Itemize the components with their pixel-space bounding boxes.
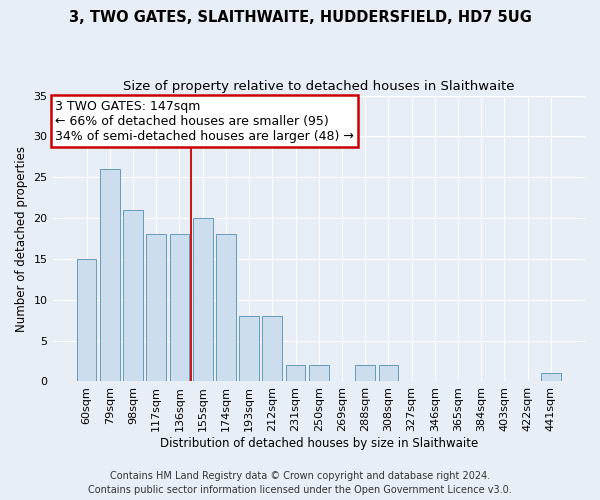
Y-axis label: Number of detached properties: Number of detached properties — [15, 146, 28, 332]
Bar — [123, 210, 143, 382]
Bar — [286, 365, 305, 382]
Bar — [309, 365, 329, 382]
Bar — [379, 365, 398, 382]
Title: Size of property relative to detached houses in Slaithwaite: Size of property relative to detached ho… — [123, 80, 515, 93]
Bar — [170, 234, 190, 382]
Text: 3, TWO GATES, SLAITHWAITE, HUDDERSFIELD, HD7 5UG: 3, TWO GATES, SLAITHWAITE, HUDDERSFIELD,… — [68, 10, 532, 25]
Bar — [239, 316, 259, 382]
Bar — [77, 259, 97, 382]
Bar — [262, 316, 282, 382]
Bar — [193, 218, 212, 382]
Bar — [146, 234, 166, 382]
Bar — [541, 374, 561, 382]
Text: Contains HM Land Registry data © Crown copyright and database right 2024.
Contai: Contains HM Land Registry data © Crown c… — [88, 471, 512, 495]
Bar — [216, 234, 236, 382]
Bar — [355, 365, 375, 382]
X-axis label: Distribution of detached houses by size in Slaithwaite: Distribution of detached houses by size … — [160, 437, 478, 450]
Bar — [100, 169, 119, 382]
Text: 3 TWO GATES: 147sqm
← 66% of detached houses are smaller (95)
34% of semi-detach: 3 TWO GATES: 147sqm ← 66% of detached ho… — [55, 100, 354, 143]
